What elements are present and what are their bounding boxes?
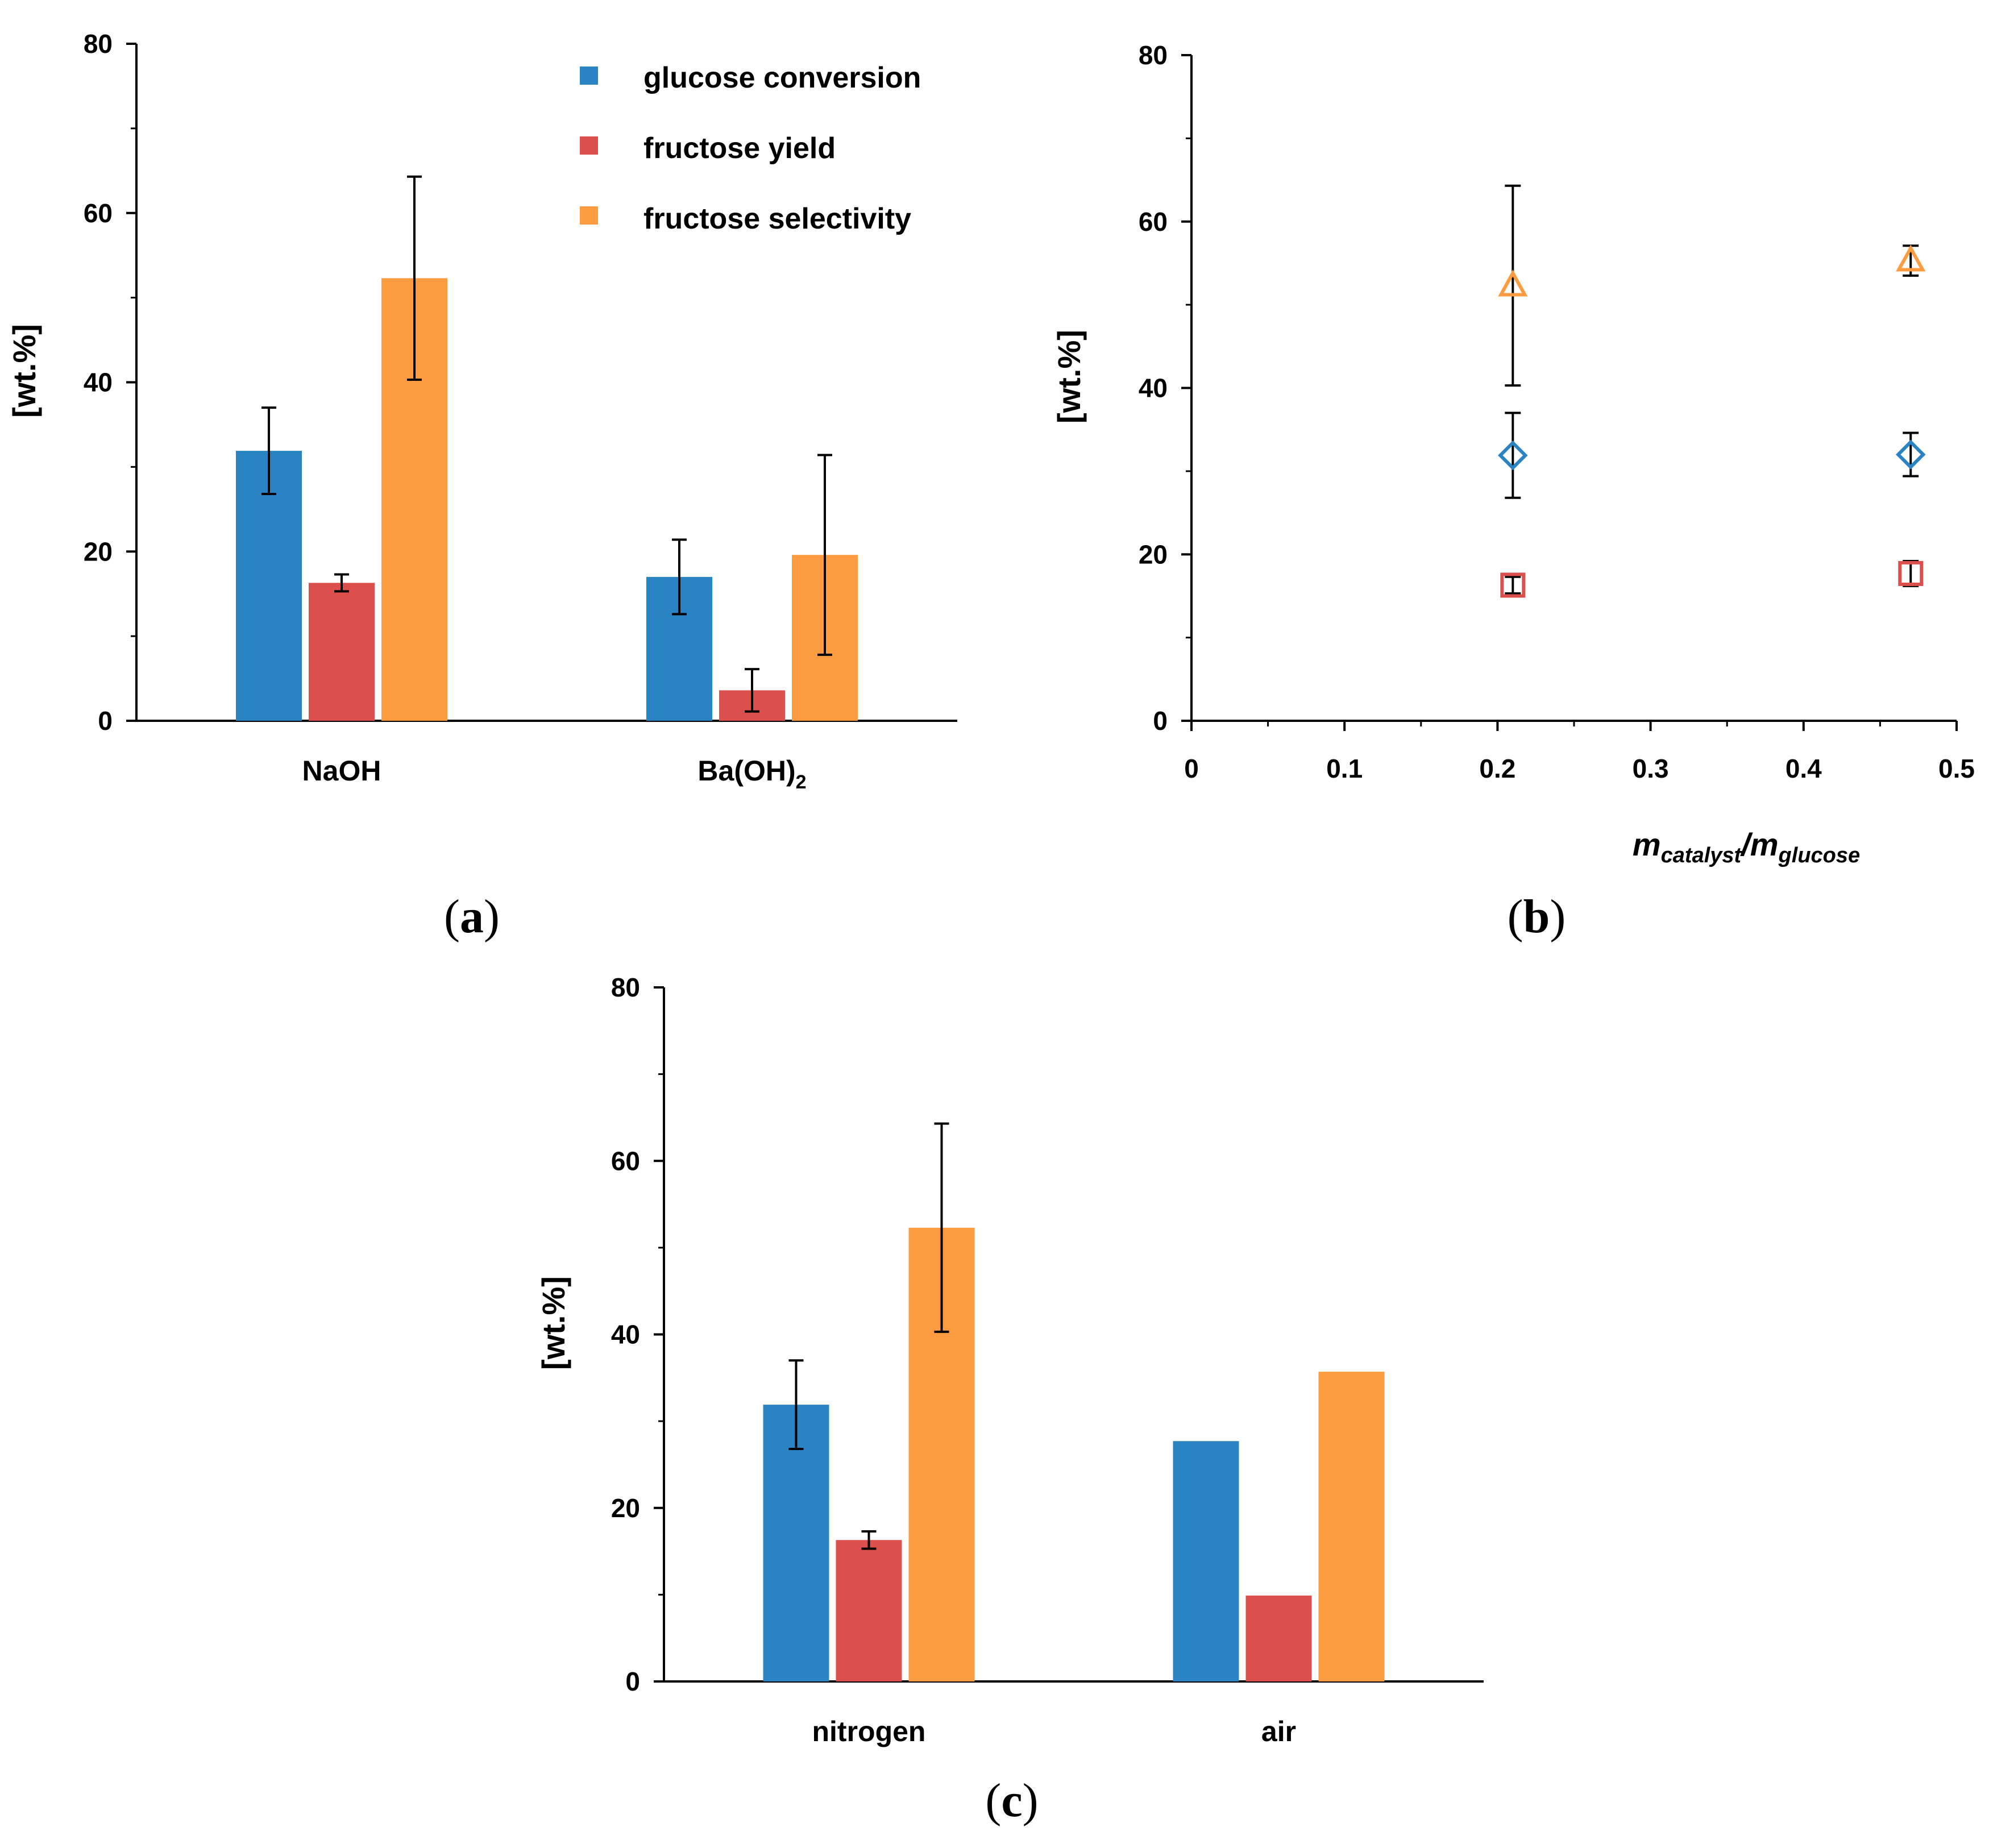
chart-c-bar-glucose-conversion-air [1173, 1441, 1239, 1681]
chart-b-scatter: mcatalyst/mglucose 0 20 40 60 80 [wt.%] 0 0.1 0.… [1051, 40, 1975, 867]
legend-swatch-fructose-selectivity [580, 206, 598, 225]
chart-b-x-axis-label: mcatalyst/mglucose [1633, 827, 1860, 867]
chart-a-y-axis-label: [wt.%] [6, 324, 42, 418]
chart-c-bar-fructose-yield-nitrogen [836, 1540, 902, 1681]
chart-c-x-tick-label: air [1261, 1716, 1296, 1747]
chart-b-x-tick-label: 0.3 [1633, 754, 1669, 783]
chart-c-y-tick-label: 20 [611, 1493, 640, 1523]
chart-b-point-fructose-selectivity [1896, 244, 1926, 272]
chart-a-legend: glucose conversion fructose yield fructo… [580, 61, 921, 235]
chart-c-x-tick-label: nitrogen [812, 1716, 926, 1747]
chart-a-bar-glucose-conversion-naoh [236, 451, 302, 721]
chart-b-y-tick-label: 0 [1153, 706, 1168, 736]
chart-a-y-tick-label: 0 [98, 706, 113, 736]
legend-label-fructose-yield: fructose yield [643, 132, 836, 165]
chart-c-y-tick-label: 60 [611, 1146, 640, 1176]
chart-c-bar-fructose-selectivity-air [1318, 1372, 1385, 1681]
chart-c-y-axis-label: [wt.%] [535, 1276, 571, 1370]
chart-c-y-tick-label: 0 [625, 1667, 640, 1696]
legend-label-glucose-conversion: glucose conversion [643, 61, 921, 94]
chart-b-x-tick-label: 0.1 [1326, 754, 1363, 783]
legend-label-fructose-selectivity: fructose selectivity [643, 202, 911, 235]
chart-b-y-tick-label: 40 [1139, 373, 1168, 403]
chart-a-y-tick-label: 20 [84, 537, 113, 566]
chart-a-y-tick-label: 60 [84, 198, 113, 228]
chart-a-x-tick-label: Ba(OH)2 [697, 755, 806, 793]
chart-a-y-tick-label: 80 [84, 29, 113, 59]
chart-b-x-tick-label: 0.5 [1938, 754, 1975, 783]
chart-b-x-tick-label: 0 [1184, 754, 1199, 783]
panel-label-b: (b) [1508, 890, 1566, 943]
chart-b-x-tick-label: 0.4 [1785, 754, 1822, 783]
chart-a-bar: glucose conversion fructose yield fructo… [6, 29, 957, 793]
chart-b-y-axis-label: [wt.%] [1051, 330, 1087, 423]
chart-b-x-tick-label: 0.2 [1479, 754, 1515, 783]
chart-c-bar: 0 20 40 60 80 [wt.%] nitrogen air [535, 973, 1484, 1747]
legend-swatch-fructose-yield [580, 136, 598, 155]
legend-swatch-glucose-conversion [580, 67, 598, 85]
chart-c-bar-fructose-yield-air [1245, 1595, 1312, 1681]
panel-label-c: (c) [985, 1774, 1038, 1827]
chart-c-y-tick-label: 80 [611, 973, 640, 1002]
panel-label-a: (a) [444, 890, 500, 943]
chart-b-point-fructose-yield [1898, 560, 1924, 586]
chart-a-bar-fructose-yield-naoh [309, 583, 375, 721]
chart-b-y-tick-label: 20 [1139, 539, 1168, 569]
chart-b-point-glucose-conversion [1498, 440, 1528, 471]
chart-c-bar-glucose-conversion-nitrogen [763, 1405, 829, 1681]
chart-b-point-fructose-yield [1500, 572, 1526, 598]
chart-b-y-tick-label: 60 [1139, 207, 1168, 236]
chart-a-y-tick-label: 40 [84, 368, 113, 397]
chart-b-point-glucose-conversion [1895, 439, 1926, 470]
chart-b-y-tick-label: 80 [1139, 40, 1168, 70]
chart-a-x-tick-label: NaOH [302, 755, 381, 787]
chart-b-point-fructose-selectivity [1498, 269, 1528, 297]
chart-c-y-tick-label: 40 [611, 1320, 640, 1349]
